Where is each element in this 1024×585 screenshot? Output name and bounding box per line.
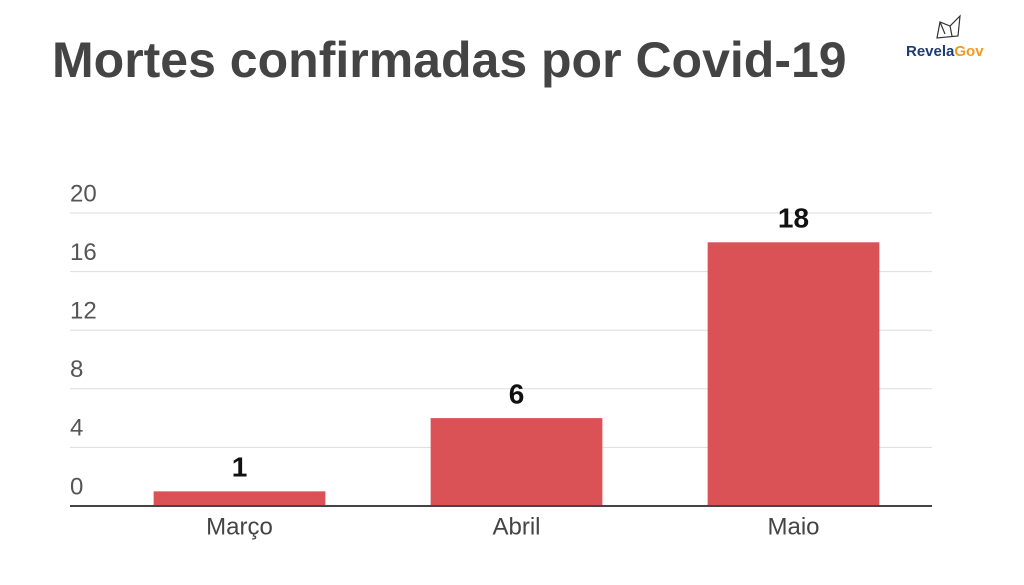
logo-part: Revela — [906, 43, 955, 60]
x-tick-label: Maio — [767, 513, 819, 540]
data-label: 6 — [509, 378, 525, 409]
x-tick-label: Março — [206, 513, 273, 540]
y-tick-label: 20 — [70, 180, 97, 207]
logo-part: Gov — [954, 43, 984, 60]
logo-text: RevelaGov — [906, 43, 984, 60]
bar — [707, 242, 880, 507]
bar — [153, 491, 326, 506]
chart-title: Mortes confirmadas por Covid-19 — [52, 32, 847, 88]
logo-icon — [936, 14, 961, 39]
logo: RevelaGov — [906, 14, 984, 60]
y-tick-label: 8 — [70, 356, 83, 383]
y-tick-label: 12 — [70, 298, 97, 325]
bar — [430, 418, 603, 506]
y-tick-label: 0 — [70, 473, 83, 500]
data-label: 1 — [232, 452, 248, 483]
y-tick-label: 4 — [70, 415, 83, 442]
x-tick-label: Abril — [492, 513, 540, 540]
y-tick-label: 16 — [70, 239, 97, 266]
data-label: 18 — [778, 203, 809, 234]
